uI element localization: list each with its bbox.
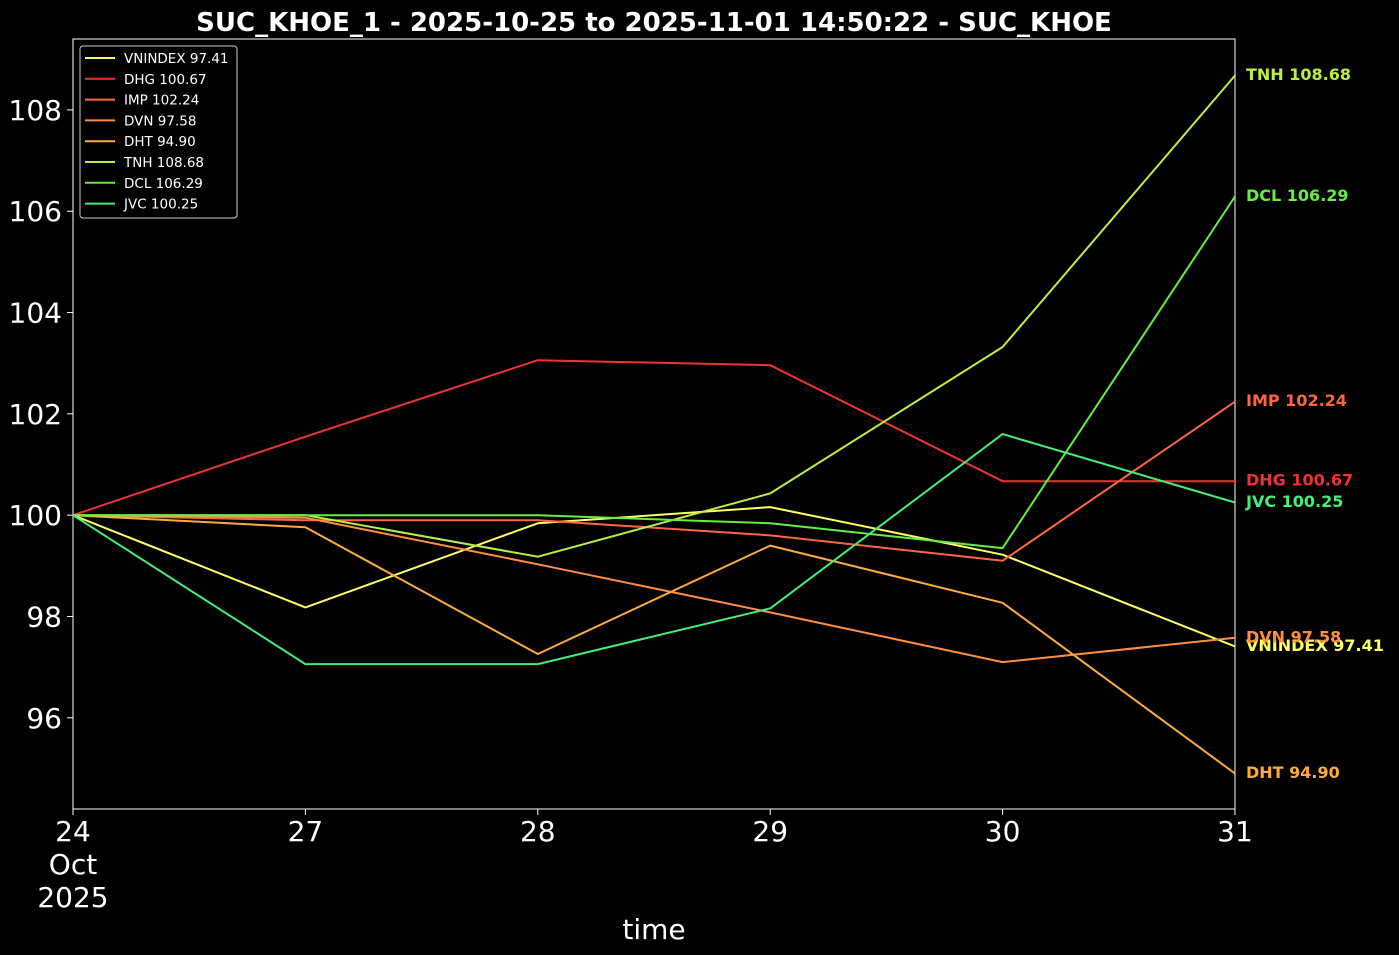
x-tick-label: Oct — [49, 848, 97, 881]
y-tick-label: 102 — [9, 398, 62, 431]
x-tick-label: 2025 — [37, 881, 108, 914]
plot-area-frame — [72, 38, 1236, 810]
x-axis-label: time — [622, 913, 685, 946]
end-label-jvc: JVC 100.25 — [1245, 492, 1343, 511]
series-line-imp — [72, 400, 1236, 562]
x-tick-label: 29 — [752, 815, 788, 848]
series-line-vnindex — [72, 506, 1236, 648]
end-label-dht: DHT 94.90 — [1246, 763, 1340, 782]
end-label-vnindex: VNINDEX 97.41 — [1246, 636, 1384, 655]
y-tick-label: 96 — [26, 702, 62, 735]
y-tick-label: 100 — [9, 499, 62, 532]
end-labels: VNINDEX 97.41 DHG 100.67 IMP 102.24 DVN 97.… — [1245, 65, 1384, 782]
y-axis: 96 98 100 102 104 106 108 — [9, 94, 73, 735]
series-line-dcl — [73, 195, 1236, 550]
x-tick-label: 28 — [520, 815, 556, 848]
series-line-dvn — [72, 514, 1236, 664]
y-tick-label: 98 — [26, 601, 62, 634]
x-tick-label: 24 — [55, 815, 91, 848]
series-line-jvc — [72, 433, 1236, 666]
legend-box — [79, 45, 238, 219]
series-line-dhg — [72, 359, 1235, 517]
end-label-dcl: DCL 106.29 — [1246, 186, 1349, 205]
legend: VNINDEX 97.41 DHG 100.67 IMP 102.24 DVN 97.… — [79, 45, 238, 219]
y-tick-label: 106 — [9, 195, 62, 228]
legend-entry-vnindex: VNINDEX 97.41 — [124, 51, 229, 67]
y-tick-label: 104 — [9, 297, 62, 330]
legend-entry-dhg: DHG 100.67 — [124, 72, 207, 88]
end-label-imp: IMP 102.24 — [1246, 391, 1347, 410]
legend-entry-dht: DHT 94.90 — [124, 134, 196, 150]
series-line-dht — [72, 514, 1236, 775]
legend-entry-dvn: DVN 97.58 — [124, 113, 196, 129]
legend-entry-jvc: JVC 100.25 — [123, 197, 198, 213]
x-tick-label: 30 — [985, 815, 1021, 848]
legend-entry-tnh: TNH 108.68 — [123, 155, 204, 171]
legend-entry-dcl: DCL 106.29 — [124, 176, 203, 192]
end-label-dvn: DVN 97.58 — [1246, 627, 1341, 646]
x-tick-label: 31 — [1217, 815, 1253, 848]
x-tick-label: 27 — [288, 815, 324, 848]
chart-title: SUC_KHOE_1 - 2025-10-25 to 2025-11-01 14… — [196, 8, 1112, 38]
legend-entry-imp: IMP 102.24 — [124, 93, 199, 109]
end-label-tnh: TNH 108.68 — [1246, 65, 1351, 84]
y-tick-label: 108 — [9, 94, 62, 127]
end-label-dhg: DHG 100.67 — [1246, 471, 1353, 490]
series-lines — [72, 74, 1236, 775]
